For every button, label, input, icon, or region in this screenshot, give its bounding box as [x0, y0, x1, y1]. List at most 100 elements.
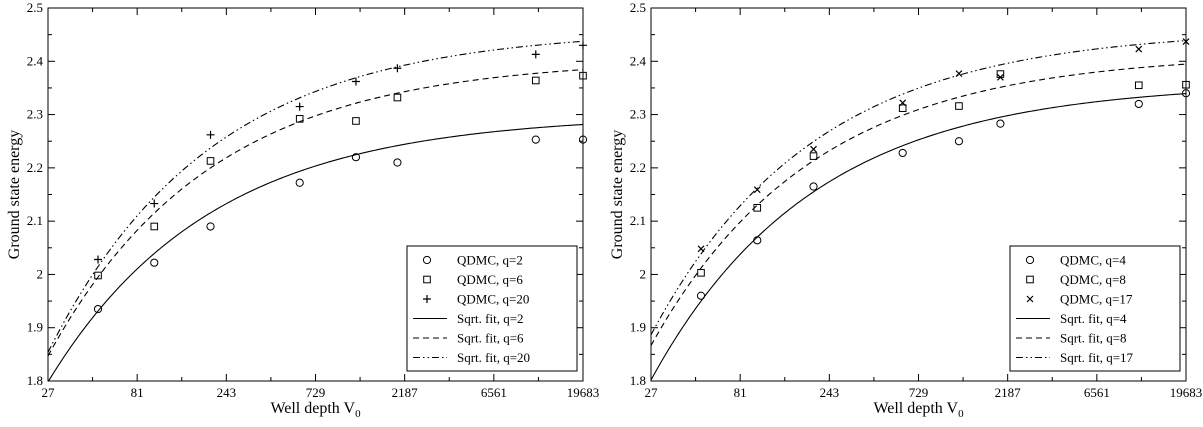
x-tick-label: 19683 — [567, 385, 600, 400]
x-tick-label: 81 — [734, 385, 747, 400]
data-point — [810, 145, 817, 153]
legend-label: QDMC, q=2 — [457, 253, 523, 268]
data-point — [954, 137, 964, 146]
y-tick-label: 1.9 — [27, 320, 43, 335]
x-tick-label: 6561 — [481, 385, 507, 400]
data-point — [206, 157, 215, 165]
legend-label: Sqrt. fit, q=4 — [1060, 311, 1127, 326]
data-point — [753, 186, 761, 194]
data-point — [696, 291, 706, 300]
y-tick-label: 2.1 — [27, 213, 43, 228]
x-tick-label: 243 — [820, 385, 840, 400]
legend-marker — [1026, 275, 1034, 284]
y-tick-label: 2.4 — [630, 53, 647, 68]
fit-curve — [651, 93, 1186, 381]
data-point — [150, 199, 159, 208]
y-tick-label: 2.5 — [630, 0, 646, 15]
data-point — [1134, 81, 1143, 90]
chart-panel-left: 27 81 243 729 2187 6561 19683 1.8 1.9 2 2.1 2.2 2.3 2… — [0, 0, 600, 427]
data-point — [150, 258, 159, 267]
data-point — [809, 152, 818, 160]
legend-marker — [422, 255, 432, 265]
data-point — [295, 115, 304, 123]
data-point — [996, 73, 1004, 81]
data-point — [393, 93, 402, 102]
legend-label: Sqrt. fit, q=2 — [457, 311, 524, 326]
data-point — [351, 153, 361, 162]
fit-curve — [651, 63, 1186, 346]
data-point — [697, 245, 705, 253]
data-point — [94, 271, 102, 280]
x-tick-label: 2187 — [995, 385, 1022, 400]
data-point — [753, 236, 762, 245]
y-tick-label: 2.3 — [27, 107, 43, 122]
legend-marker — [1026, 295, 1034, 303]
data-point — [996, 70, 1005, 78]
legend-label: QDMC, q=8 — [1060, 272, 1126, 287]
x-tick-label: 27 — [645, 385, 659, 400]
y-tick-label: 2.3 — [630, 107, 646, 122]
x-tick-label: 243 — [217, 385, 237, 400]
data-point — [898, 104, 907, 112]
data-point — [93, 304, 103, 314]
data-point — [955, 70, 963, 77]
legend-label: Sqrt. fit, q=8 — [1060, 331, 1127, 346]
data-point — [295, 178, 304, 187]
chart-panel-right: 27 81 243 729 2187 6561 19683 1.8 1.9 2 2.1 2.2 2.3 2… — [603, 0, 1203, 427]
legend-label: Sqrt. fit, q=17 — [1060, 350, 1134, 365]
data-point — [1181, 89, 1191, 98]
fit-curve — [651, 40, 1186, 336]
legend-box — [406, 245, 578, 372]
data-point — [1134, 99, 1143, 109]
y-tick-label: 2 — [37, 266, 44, 281]
y-tick-label: 1.8 — [630, 373, 646, 388]
data-point — [351, 77, 360, 86]
legend-marker — [423, 295, 431, 303]
data-point — [295, 102, 304, 111]
data-point — [393, 64, 402, 73]
data-point — [697, 269, 705, 277]
data-point — [352, 117, 360, 125]
x-tick-label: 729 — [306, 385, 326, 400]
x-tick-label: 27 — [42, 385, 56, 400]
x-tick-label: 19683 — [1170, 385, 1203, 400]
y-tick-label: 2.2 — [630, 160, 646, 175]
data-point — [206, 222, 215, 231]
data-point — [1182, 80, 1190, 89]
y-tick-label: 2.2 — [27, 160, 43, 175]
x-tick-label: 6561 — [1084, 385, 1110, 400]
x-tick-label: 81 — [131, 385, 144, 400]
y-tick-label: 2.4 — [27, 53, 44, 68]
data-point — [753, 204, 762, 212]
legend-marker — [1025, 255, 1035, 265]
data-point — [1135, 45, 1143, 53]
data-point — [898, 148, 907, 158]
fit-curve — [48, 123, 583, 381]
data-point — [809, 182, 818, 191]
data-point — [531, 76, 540, 85]
fit-curve — [48, 40, 583, 353]
data-point — [579, 41, 587, 50]
legend-label: QDMC, q=17 — [1060, 292, 1133, 307]
data-point — [955, 102, 963, 110]
y-axis-label: Ground state energy — [6, 130, 23, 259]
legend-label: QDMC, q=6 — [457, 272, 523, 287]
legend-label: QDMC, q=20 — [457, 292, 529, 307]
legend-label: Sqrt. fit, q=6 — [457, 331, 524, 346]
data-point — [578, 135, 588, 144]
y-tick-label: 2 — [640, 266, 647, 281]
x-tick-label: 2187 — [392, 385, 419, 400]
y-tick-label: 1.9 — [630, 320, 646, 335]
fit-curve — [48, 69, 583, 357]
data-point — [94, 255, 103, 264]
data-point — [996, 119, 1005, 128]
chart-0: 27 81 243 729 2187 6561 19683 1.8 1.9 2 2.1 2.2 2.3 2… — [6, 0, 600, 420]
data-point — [579, 71, 587, 80]
x-axis-label: Well depth V0 — [270, 400, 361, 420]
data-point — [531, 135, 540, 144]
data-point — [899, 99, 907, 107]
legend-label: Sqrt. fit, q=20 — [457, 350, 530, 365]
data-point — [531, 50, 540, 59]
y-tick-label: 2.1 — [630, 213, 646, 228]
y-tick-label: 1.8 — [27, 373, 43, 388]
